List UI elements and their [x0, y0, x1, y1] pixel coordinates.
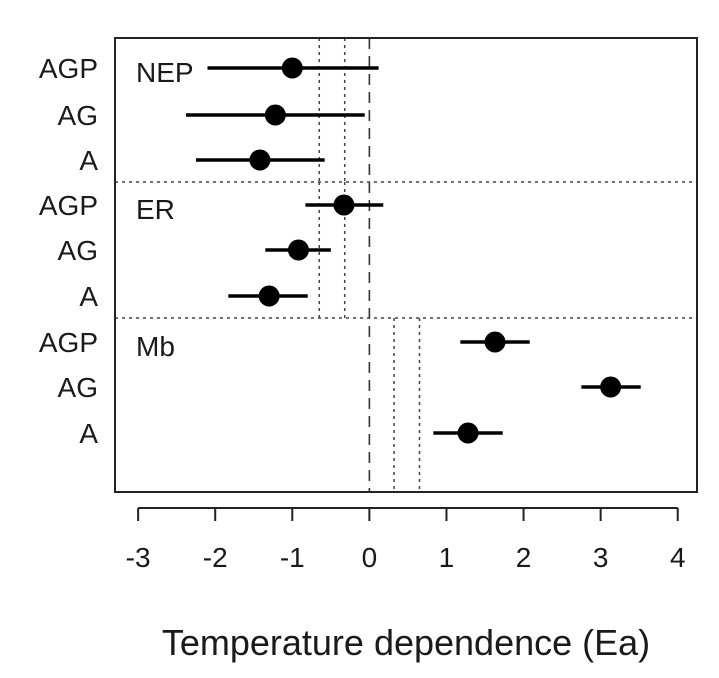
- data-series: [185, 57, 641, 444]
- group-label: NEP: [136, 57, 194, 88]
- x-tick-label: 0: [362, 542, 378, 573]
- plot-frame: [114, 37, 698, 493]
- row-labels: NEP AGP AG A ER AGP AG A Mb AGP AG A: [39, 53, 194, 449]
- guide-lines: [115, 38, 697, 492]
- row-label: AGP: [39, 53, 98, 84]
- x-tick-label: -3: [126, 542, 151, 573]
- estimate-point: [484, 331, 506, 353]
- row-label: A: [79, 281, 98, 312]
- estimate-point: [258, 285, 280, 307]
- estimate-point: [287, 239, 309, 261]
- x-tick-label: 1: [439, 542, 455, 573]
- estimate-point: [600, 376, 622, 398]
- estimate-point: [333, 194, 355, 216]
- estimate-point: [281, 57, 303, 79]
- x-tick-label: -2: [203, 542, 228, 573]
- estimate-point: [264, 104, 286, 126]
- group-label: Mb: [136, 331, 175, 362]
- group-label: ER: [136, 194, 175, 225]
- estimate-point: [249, 149, 271, 171]
- x-tick-label: -1: [280, 542, 305, 573]
- estimate-point: [457, 422, 479, 444]
- row-label: AGP: [39, 190, 98, 221]
- row-label: AG: [58, 372, 98, 403]
- x-axis: -3 -2 -1 0 1 2 3 4: [126, 507, 686, 573]
- row-label: AG: [58, 235, 98, 266]
- x-tick-label: 3: [593, 542, 609, 573]
- row-label: AG: [58, 100, 98, 131]
- x-tick-label: 4: [670, 542, 686, 573]
- row-label: AGP: [39, 327, 98, 358]
- row-label: A: [79, 145, 98, 176]
- row-label: A: [79, 418, 98, 449]
- x-tick-label: 2: [516, 542, 532, 573]
- x-axis-title: Temperature dependence (Ea): [162, 622, 650, 663]
